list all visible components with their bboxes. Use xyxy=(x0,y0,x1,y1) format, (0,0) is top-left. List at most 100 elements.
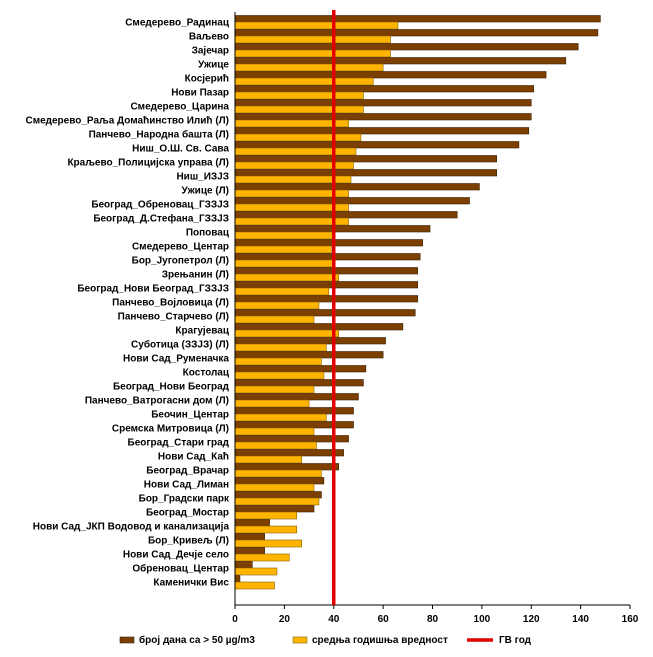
bar-days-over-50 xyxy=(234,183,480,191)
category-label: Панчево_Старчево (Л) xyxy=(118,312,229,323)
category-label: Панчево_Војловица (Л) xyxy=(112,298,229,309)
bar-days-over-50 xyxy=(234,351,384,359)
category-label: Панчево_Ватрогасни дом (Л) xyxy=(85,396,229,407)
bar-annual-mean xyxy=(234,553,290,562)
category-label: Смедерево_Раља Домаћинство Илић (Л) xyxy=(25,115,229,127)
category-label: Каменички Вис xyxy=(153,578,229,589)
category-label: Београд_Обреновац_ГЗЗЈЗ xyxy=(91,199,229,211)
category-label: Смедерево_Радинац xyxy=(125,18,230,29)
x-tick-label: 120 xyxy=(523,614,540,625)
bar-annual-mean xyxy=(234,119,349,128)
category-label: Сремска Митровица (Л) xyxy=(112,424,229,435)
x-tick-label: 80 xyxy=(427,614,439,625)
bar-days-over-50 xyxy=(234,505,315,513)
category-label: Нови Сад_Дечје село xyxy=(123,550,229,561)
category-label: Панчево_Народна башта (Л) xyxy=(89,129,229,141)
category-label: Београд_Стари град xyxy=(128,438,230,449)
x-tick-label: 0 xyxy=(232,614,238,625)
bar-annual-mean xyxy=(234,231,335,240)
bar-days-over-50 xyxy=(234,309,416,317)
category-label: Зајечар xyxy=(192,46,229,57)
bar-days-over-50 xyxy=(234,547,265,555)
bar-days-over-50 xyxy=(234,57,567,65)
bar-days-over-50 xyxy=(234,29,599,37)
bar-days-over-50 xyxy=(234,169,497,177)
category-label: Београд_Мостар xyxy=(146,508,229,519)
category-labels: Смедерево_Радинац Ваљево Зајечар Ужице Косје… xyxy=(25,18,230,589)
category-label: Нови Сад_Лиман xyxy=(144,480,229,491)
bars-layer xyxy=(234,15,601,590)
category-label: Нови Пазар xyxy=(171,88,229,99)
bar-days-over-50 xyxy=(234,239,423,247)
bar-annual-mean xyxy=(234,49,391,58)
bar-annual-mean xyxy=(234,147,357,156)
bar-days-over-50 xyxy=(234,463,339,471)
category-label: Краљево_Полицијска управа (Л) xyxy=(67,158,229,169)
bar-days-over-50 xyxy=(234,561,253,569)
bar-days-over-50 xyxy=(234,85,535,93)
category-label: Костолац xyxy=(183,368,230,379)
category-label: Смедерево_Центар xyxy=(132,242,229,253)
bar-annual-mean xyxy=(234,497,320,506)
bar-annual-mean xyxy=(234,287,330,296)
bar-annual-mean xyxy=(234,259,335,268)
x-axis: 0 20 40 60 80 100 120 140 160 xyxy=(232,12,639,625)
bar-annual-mean xyxy=(234,133,362,142)
bar-annual-mean xyxy=(234,245,332,254)
category-label: Ваљево xyxy=(189,32,229,43)
bar-days-over-50 xyxy=(234,491,322,499)
bar-days-over-50 xyxy=(234,155,497,163)
category-label: Београд_Нови Београд xyxy=(113,382,230,393)
bar-days-over-50 xyxy=(234,407,354,415)
bar-annual-mean xyxy=(234,455,302,464)
bar-days-over-50 xyxy=(234,281,418,289)
bar-annual-mean xyxy=(234,21,399,30)
bar-days-over-50 xyxy=(234,533,265,541)
bar-annual-mean xyxy=(234,77,374,86)
category-label: Ниш_ИЗЈЗ xyxy=(176,172,229,183)
bar-annual-mean xyxy=(234,567,278,576)
bar-annual-mean xyxy=(234,105,364,114)
legend-annual-mean-label: средња годишња вредност xyxy=(312,635,448,646)
bar-days-over-50 xyxy=(234,267,418,275)
bar-annual-mean xyxy=(234,63,384,72)
legend-days-over-50-swatch xyxy=(119,636,135,644)
bar-annual-mean xyxy=(234,399,310,408)
bar-annual-mean xyxy=(234,203,349,212)
bar-days-over-50 xyxy=(234,141,520,149)
legend-annual-mean-swatch xyxy=(292,636,308,644)
x-tick-label: 100 xyxy=(474,614,491,625)
bar-days-over-50 xyxy=(234,379,364,387)
bar-days-over-50 xyxy=(234,519,270,527)
bar-annual-mean xyxy=(234,189,349,198)
bar-days-over-50 xyxy=(234,253,421,261)
category-label: Београд_Нови Београд_ГЗЗЈЗ xyxy=(77,284,229,295)
bar-annual-mean xyxy=(234,511,298,520)
x-tick-label: 140 xyxy=(572,614,589,625)
category-label: Крагујевац xyxy=(175,326,229,337)
category-label: Нови Сад_ЈКП Водовод и канализација xyxy=(33,522,230,533)
category-label: Београд_Врачар xyxy=(146,466,229,477)
bar-annual-mean xyxy=(234,539,302,548)
bar-days-over-50 xyxy=(234,575,241,583)
x-tick-label: 20 xyxy=(279,614,291,625)
category-label: Беочин_Центар xyxy=(151,410,229,421)
category-label: Нови Сад_Каћ xyxy=(158,451,229,463)
bar-annual-mean xyxy=(234,161,354,170)
category-label: Ниш_О.Ш. Св. Сава xyxy=(132,144,229,155)
bar-annual-mean xyxy=(234,217,349,226)
bar-annual-mean xyxy=(234,35,391,44)
category-label: Поповац xyxy=(186,228,230,239)
bar-annual-mean xyxy=(234,441,317,450)
bar-annual-mean xyxy=(234,273,339,282)
x-tick-label: 160 xyxy=(622,614,639,625)
bar-days-over-50 xyxy=(234,43,579,51)
category-label: Косјерић xyxy=(185,73,229,85)
category-label: Ужице xyxy=(198,60,229,71)
bar-days-over-50 xyxy=(234,477,325,485)
x-tick-label: 40 xyxy=(328,614,340,625)
x-tick-label: 60 xyxy=(378,614,390,625)
bar-annual-mean xyxy=(234,357,322,366)
bar-days-over-50 xyxy=(234,435,349,443)
category-label: Бор_Југопетрол (Л) xyxy=(132,256,229,267)
